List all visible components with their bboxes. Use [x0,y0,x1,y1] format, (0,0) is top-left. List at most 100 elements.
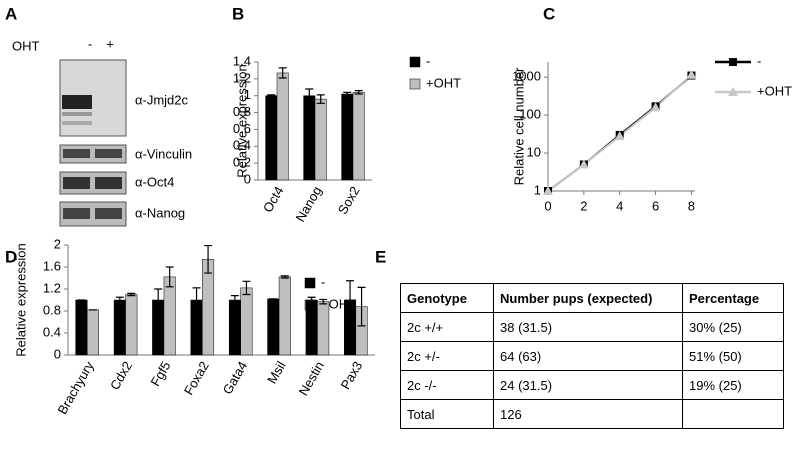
error-bar [357,286,366,327]
panel-label: E [375,247,386,266]
error-bar [192,287,201,313]
lane-label: + [106,36,114,51]
x-tick-label: Oct4 [260,184,287,215]
bar [163,276,176,356]
blot-images [59,59,127,227]
error-bar [115,296,124,304]
error-bar [154,288,163,312]
cell: 64 (63) [493,341,683,371]
x-tick-label: Brachyury [55,358,97,417]
cell: 24 (31.5) [493,370,683,400]
y-tick-label: 0.6 [233,121,251,136]
y-axis-label: Relative expression [13,243,28,356]
panel-label: B [232,4,244,23]
antibody-label: α-Jmjd2c [135,92,189,107]
legend-label: +OHT [426,75,461,90]
marker [578,159,589,169]
panel-label: D [5,247,17,266]
error-bar [204,244,213,274]
bar [276,72,289,181]
y-tick-label: 1 [534,182,541,197]
marker [614,131,625,141]
cell: 38 (31.5) [493,312,683,342]
bar [125,294,138,356]
header-cell: Genotype [400,283,494,313]
error-bar [278,67,287,79]
y-tick-label: 0 [54,346,61,361]
panel-label: A [5,4,17,23]
marker [650,102,661,112]
legend-swatch [409,56,421,68]
x-tick-label: 6 [652,198,659,213]
error-bar [127,292,136,297]
bar [278,276,291,356]
error-bar [316,94,325,104]
y-axis-label: Relative cell number [511,67,526,185]
y-tick-label: 100 [519,107,541,122]
error-bar [230,295,239,305]
cell: Total [400,399,494,429]
genotype-table: Genotype Number pups (expected) Percenta… [400,283,784,429]
y-tick-label: 2 [54,236,61,251]
error-bar [354,90,363,95]
error-bar [165,266,174,288]
cell: 2c -/- [400,370,494,400]
legend-swatch [409,78,421,90]
error-bar [343,91,352,97]
bar [303,95,316,181]
y-tick-label: 1.4 [233,53,251,68]
y-tick-label: 0.8 [43,302,61,317]
cell: 51% (50) [682,341,784,371]
x-tick-label: 0 [544,198,551,213]
marker [543,186,553,195]
cell: 2c +/+ [400,312,494,342]
bar [265,95,278,181]
marker [728,87,738,96]
bar [228,299,241,356]
error-bar [319,298,328,305]
x-tick-label: Nanog [292,184,324,225]
table-row: Total 126 [400,399,784,429]
y-tick-label: 1.6 [43,258,61,273]
y-tick-label: 0 [244,171,251,186]
bar [113,299,126,356]
bar [202,259,215,356]
x-tick-label: Msil [264,359,289,387]
bar [75,299,88,356]
blot-treatment: OHT [12,38,40,53]
y-tick-label: 0.8 [233,104,251,119]
cell: 19% (25) [682,370,784,400]
x-tick-label: Fgf5 [148,359,174,389]
x-tick-label: Pax3 [338,359,366,392]
legend-label: +OHT [757,83,792,98]
bar [305,299,318,356]
marker [686,69,697,79]
legend-swatch [304,277,316,289]
table-row: 2c +/+ 38 (31.5) 30% (25) [400,312,784,342]
error-bar [280,275,289,279]
antibody-label: α-Vinculin [135,146,192,161]
bar [314,98,327,181]
cell: 126 [493,399,683,429]
error-bar [307,296,316,304]
x-tick-label: 4 [616,198,623,213]
bar [352,92,365,181]
error-bar [305,88,314,104]
antibody-label: α-Nanog [135,205,185,220]
table-row: 2c -/- 24 (31.5) 19% (25) [400,370,784,400]
x-tick-label: Foxa2 [181,359,212,398]
bar [86,309,99,356]
error-bar [346,280,355,320]
x-tick-label: Cdx2 [107,359,135,393]
y-tick-label: 1.2 [43,280,61,295]
header-cell: Number pups (expected) [493,283,683,313]
cell: 2c +/- [400,341,494,371]
marker [729,58,737,66]
x-tick-label: Nestin [296,359,327,398]
y-tick-label: 1000 [512,69,541,84]
y-tick-label: 0.4 [233,138,251,153]
lane-label: - [88,36,92,51]
y-tick-label: 1 [244,87,251,102]
